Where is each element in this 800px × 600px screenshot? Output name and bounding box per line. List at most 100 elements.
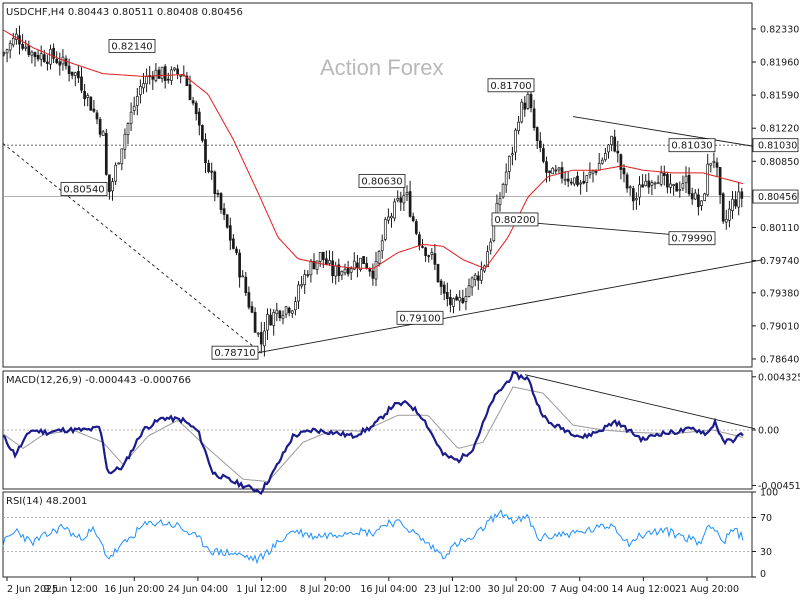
candle-body	[588, 171, 592, 176]
price-axis-label: 0.78640	[760, 354, 799, 365]
trendline-1	[2, 143, 262, 354]
candle-body	[263, 330, 266, 347]
candle-body	[108, 174, 111, 192]
candle-body	[145, 76, 148, 85]
candle-body	[374, 261, 378, 280]
candle-body	[489, 241, 493, 251]
candle-body	[607, 144, 610, 153]
candle-body	[635, 198, 638, 201]
candle-body	[67, 65, 71, 75]
candle-body	[411, 216, 415, 221]
candle-body	[8, 42, 12, 51]
candle-body	[266, 314, 269, 331]
candle-body	[737, 191, 741, 208]
rsi-axis-label: 0	[760, 569, 766, 580]
rsi-header: RSI(14) 48.2001	[6, 496, 87, 507]
candle-body	[455, 296, 458, 301]
candle-body	[120, 148, 124, 165]
candle-body	[538, 140, 542, 148]
price-label-box	[668, 138, 716, 153]
candle-body	[449, 296, 452, 306]
candle-body	[427, 255, 431, 257]
candle-body	[672, 184, 675, 187]
time-axis-label: 30 Jul 20:00	[488, 584, 545, 595]
price-axis-label: 0.79380	[760, 288, 799, 299]
candle-body	[318, 252, 322, 262]
price-axis-label: 0.79740	[760, 256, 799, 267]
candle-body	[380, 240, 384, 251]
candle-body	[504, 171, 508, 186]
candle-body	[684, 175, 688, 184]
candle-body	[362, 256, 365, 265]
current-price-value: 0.80456	[758, 192, 797, 203]
candle-body	[52, 47, 55, 59]
candle-body	[532, 108, 536, 128]
candle-body	[281, 315, 285, 319]
candle-body	[662, 173, 666, 177]
candle-body	[734, 199, 737, 207]
price-label-box	[108, 39, 156, 53]
candle-body	[473, 274, 477, 280]
candle-body	[163, 66, 167, 81]
candle-body	[604, 153, 607, 161]
macd-axis-label: 0.00	[758, 426, 779, 437]
candle-body	[740, 191, 744, 199]
price-label-box	[396, 310, 444, 325]
candle-body	[421, 246, 424, 248]
candle-body	[647, 180, 651, 188]
candle-body	[731, 198, 734, 211]
candle-body	[46, 61, 49, 64]
time-axis-label: 16 Jun 20:00	[104, 584, 164, 595]
trendline-3	[572, 116, 764, 149]
candle-body	[244, 276, 248, 294]
candle-body	[188, 84, 192, 101]
candle-body	[64, 58, 68, 67]
candle-body	[219, 193, 223, 210]
candle-body	[631, 188, 635, 202]
candle-body	[21, 43, 24, 49]
candle-body	[563, 178, 567, 181]
price-axis-label: 0.81220	[760, 124, 799, 135]
candle-body	[390, 215, 393, 219]
candle-body	[498, 198, 502, 206]
candle-body	[476, 275, 480, 281]
candle-body	[371, 270, 375, 279]
candle-body	[179, 74, 183, 77]
rsi-axis-label: 100	[760, 488, 778, 499]
candle-body	[529, 94, 533, 109]
candle-body	[383, 219, 387, 240]
candle-body	[77, 71, 80, 79]
candle-body	[86, 95, 90, 98]
candle-body	[27, 45, 31, 55]
candle-body	[610, 135, 613, 146]
candle-body	[517, 121, 520, 132]
candle-body	[486, 251, 489, 268]
time-axis-label: 23 Jul 12:00	[424, 584, 481, 595]
rsi-axis-label: 30	[760, 547, 772, 558]
candle-body	[616, 150, 620, 154]
candle-body	[297, 284, 300, 302]
candle-body	[294, 301, 297, 311]
macd-layer	[2, 371, 756, 496]
time-axis-label: 24 Jun 04:00	[168, 584, 228, 595]
candle-body	[315, 260, 319, 270]
candle-body	[424, 247, 427, 256]
candle-body	[675, 183, 679, 192]
candle-body	[259, 332, 263, 345]
candle-body	[5, 49, 9, 54]
candle-body	[405, 192, 409, 196]
candle-body	[185, 75, 189, 86]
price-axis-label: 0.80850	[760, 157, 799, 168]
candle-body	[253, 311, 257, 333]
candle-body	[414, 221, 418, 234]
candle-body	[545, 161, 548, 173]
candle-body	[597, 162, 601, 171]
rsi-axis-label: 70	[760, 513, 772, 524]
candle-body	[349, 268, 353, 273]
candle-body	[80, 76, 83, 91]
candle-body	[321, 251, 325, 260]
candle-body	[703, 193, 706, 201]
candle-body	[232, 238, 235, 249]
price-label: 0.80630	[361, 176, 402, 187]
